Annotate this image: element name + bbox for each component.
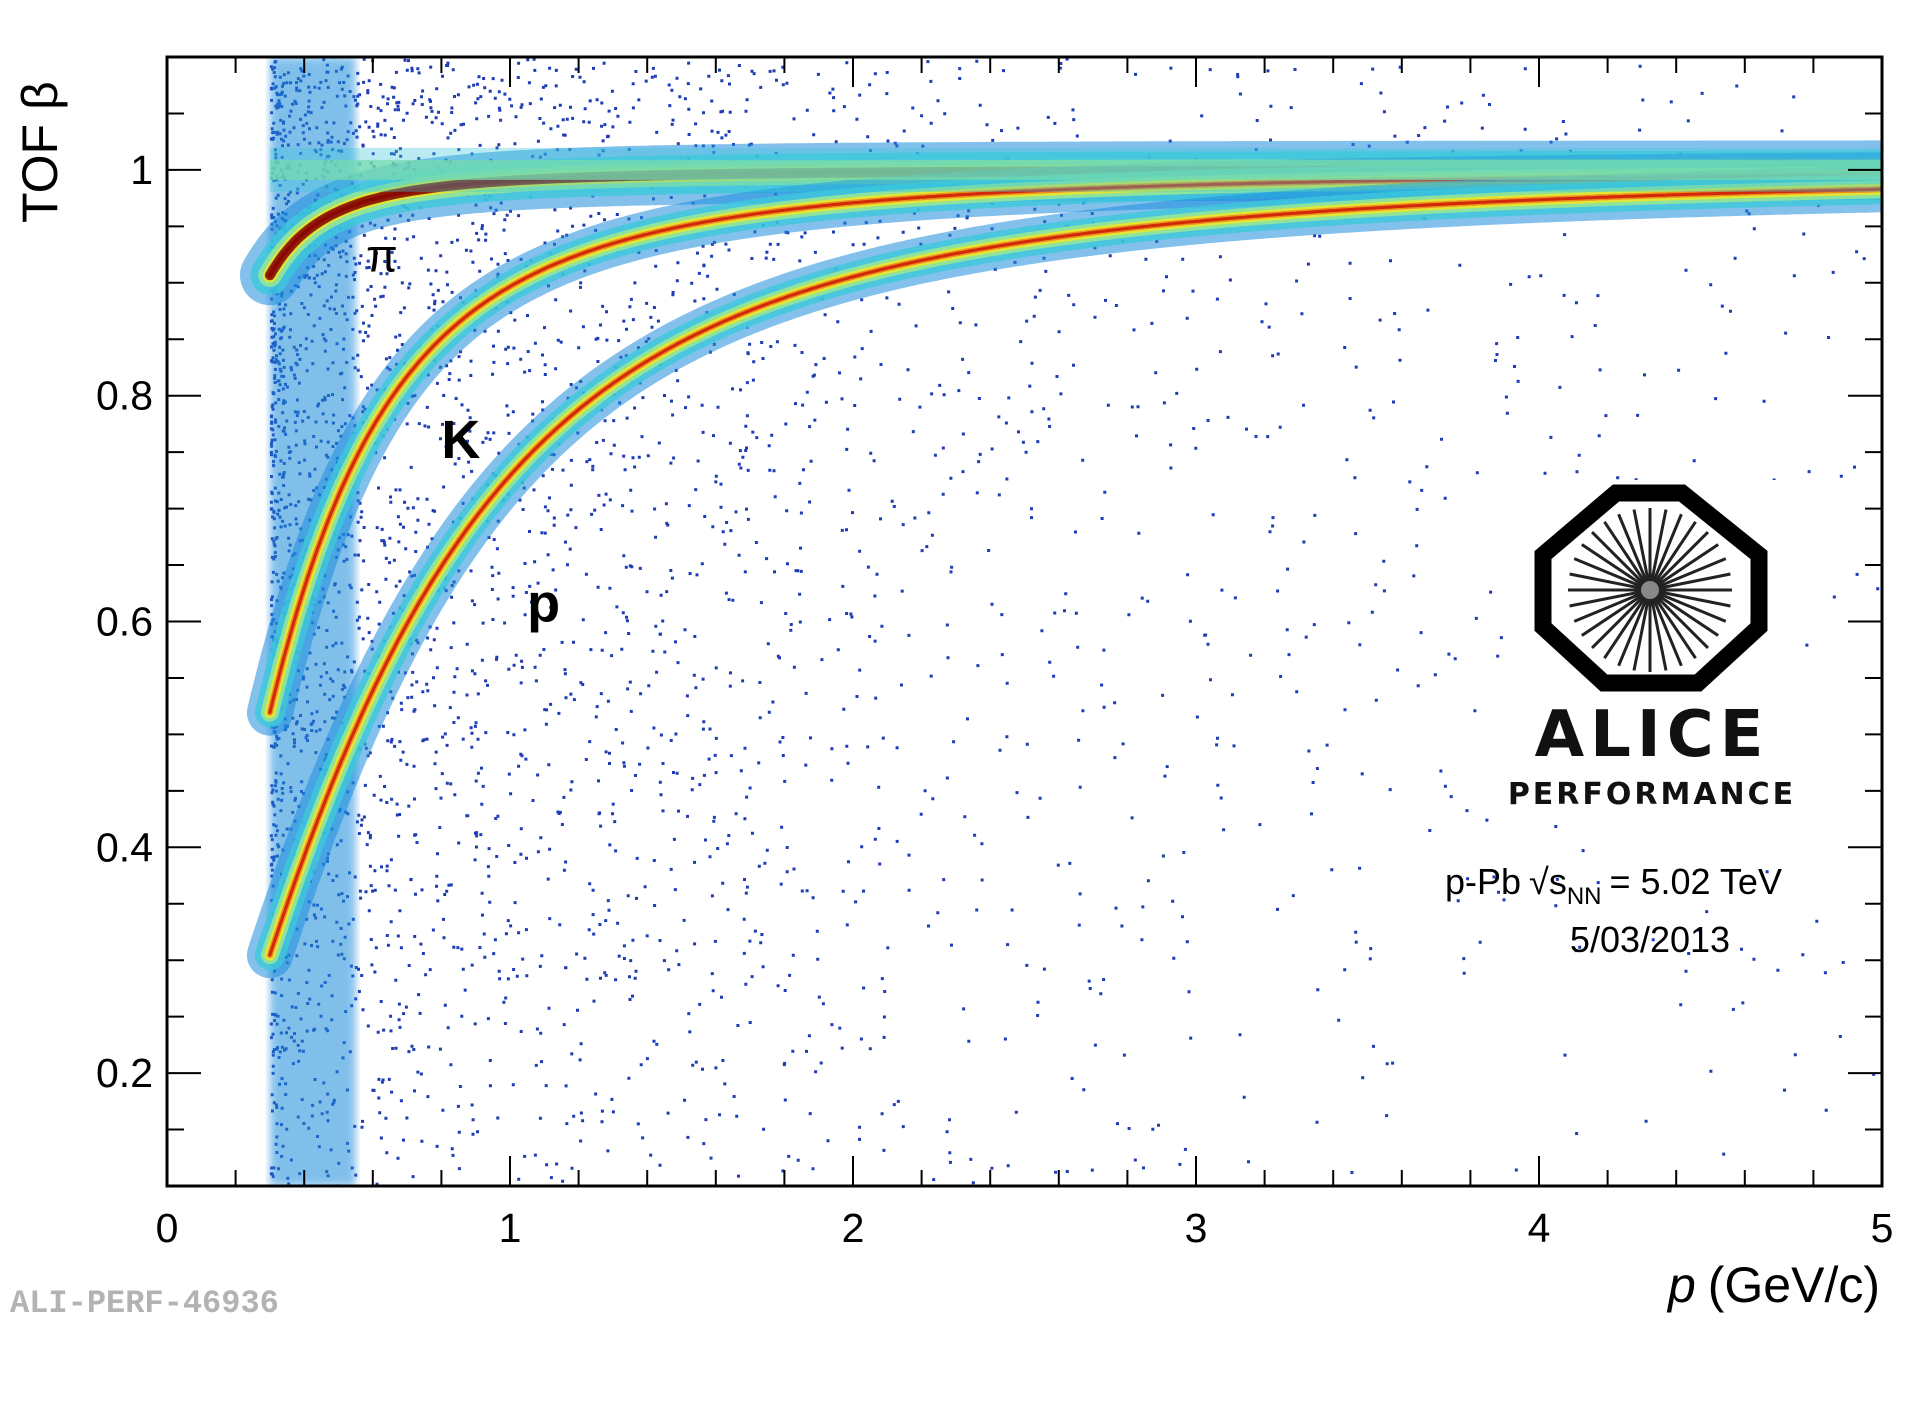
logo-name: ALICE [1535,698,1770,772]
band-label-pion: π [366,230,398,282]
logo-subtitle: PERFORMANCE [1508,777,1796,812]
x-axis-unit: (GeV/c) [1708,1257,1880,1313]
x-tick-label: 2 [842,1205,865,1251]
y-tick-label: 1 [130,147,153,193]
svg-text:p-Pb√sNN= 5.02 TeV: p-Pb √sNN = 5.02 TeV [1445,861,1782,910]
y-tick-label: 0.4 [96,824,153,870]
x-tick-label: 1 [499,1205,522,1251]
x-tick-label: 4 [1528,1205,1551,1251]
octagon-logo-icon [1534,484,1768,692]
band-layer [268,187,1882,957]
band-label-proton: p [527,574,560,634]
y-tick-label: 0.6 [96,599,153,645]
y-tick-label: 0.2 [96,1050,153,1096]
x-tick-label: 5 [1871,1205,1894,1251]
sqrt-symbol: √ [1529,861,1549,902]
collision-info: p-Pb √sNN = 5.02 TeV 5/03/2013 [1445,861,1782,960]
reference-label: ALI-PERF-46936 [10,1285,279,1322]
y-axis: 0.2 0.4 0.6 0.8 1 [96,56,1882,1187]
x-axis-title: p (GeV/c) [1666,1257,1880,1313]
x-axis-variable: p [1666,1257,1696,1313]
alice-logo: ALICE PERFORMANCE [1505,480,1805,820]
plot-area [239,57,1882,1186]
collision-system: p-Pb [1445,861,1521,902]
mandelstam-s: s [1549,861,1567,902]
y-axis-title: TOF β [12,81,68,223]
y-tick-label: 0.8 [96,373,153,419]
x-axis: 0 1 2 3 4 5 [156,57,1894,1251]
band-proton [246,166,1882,979]
beam-energy: = 5.02 TeV [1609,861,1781,902]
plot-date: 5/03/2013 [1570,919,1730,960]
mandelstam-subscript: NN [1567,883,1602,910]
band-label-kaon: K [441,410,480,470]
x-tick-label: 0 [156,1205,179,1251]
x-tick-label: 3 [1185,1205,1208,1251]
particle-bands [239,140,1882,979]
